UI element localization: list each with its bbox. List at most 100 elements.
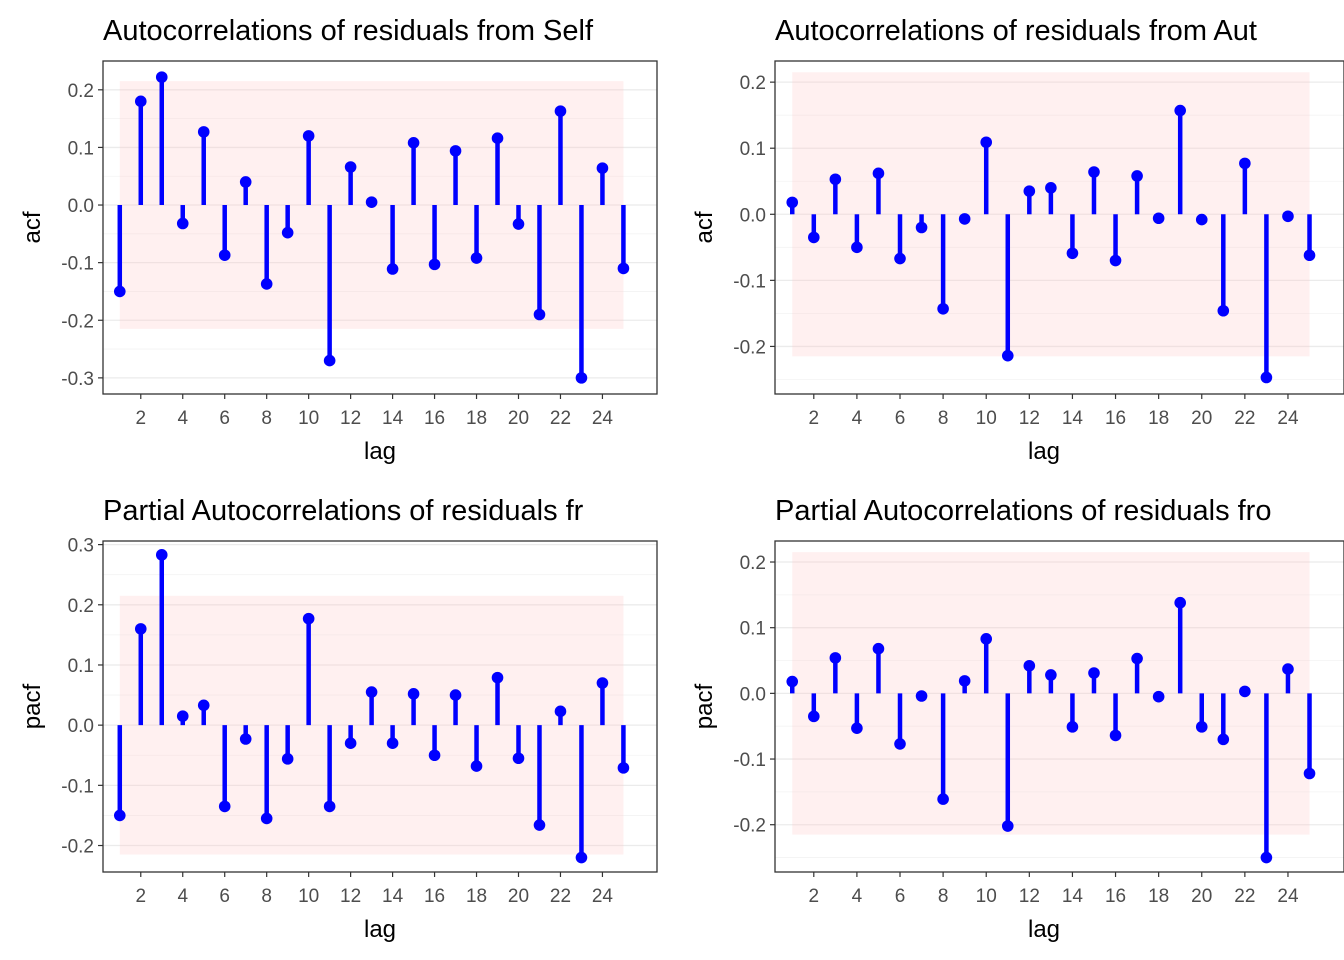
y-tick-label: 0.2 — [740, 73, 766, 94]
point-lag-5 — [197, 699, 210, 712]
x-tick-label: 6 — [219, 886, 230, 907]
point-lag-21 — [1217, 733, 1230, 746]
panel-border — [102, 60, 658, 395]
x-tick-label: 20 — [1191, 886, 1212, 907]
point-lag-22 — [1239, 157, 1251, 170]
point-lag-14 — [1066, 721, 1079, 733]
point-lag-15 — [407, 688, 420, 700]
point-lag-23 — [1260, 851, 1273, 864]
point-lag-25 — [1303, 249, 1316, 262]
x-tick-label: 8 — [261, 886, 272, 907]
x-tick-label: 22 — [550, 886, 571, 907]
y-tick-label: -0.1 — [61, 254, 94, 275]
point-lag-23 — [1260, 371, 1273, 384]
x-tick-label: 24 — [592, 886, 614, 907]
point-lag-2 — [807, 231, 820, 244]
point-lag-3 — [829, 173, 842, 186]
point-lag-4 — [176, 710, 189, 722]
x-tick-label: 10 — [298, 886, 319, 907]
point-lag-10 — [980, 136, 993, 149]
point-lag-17 — [449, 145, 462, 157]
point-lag-17 — [1131, 170, 1143, 182]
point-lag-19 — [1174, 596, 1186, 609]
point-lag-18 — [1152, 212, 1165, 225]
point-lag-11 — [323, 354, 336, 367]
point-lag-4 — [176, 217, 189, 230]
point-lag-1 — [113, 285, 126, 298]
point-lag-3 — [155, 71, 168, 83]
point-lag-11 — [323, 800, 336, 813]
x-tick-label: 14 — [382, 408, 404, 429]
point-lag-8 — [260, 812, 273, 825]
x-tick-label: 16 — [1105, 886, 1126, 907]
point-lag-18 — [470, 760, 483, 772]
x-tick-label: 6 — [895, 886, 906, 907]
point-lag-6 — [894, 738, 906, 750]
x-tick-label: 12 — [340, 408, 361, 429]
point-lag-25 — [617, 762, 630, 774]
point-lag-17 — [449, 689, 462, 701]
point-lag-22 — [554, 105, 567, 117]
y-tick-label: 0.0 — [68, 196, 94, 217]
point-lag-4 — [851, 722, 863, 734]
point-lag-25 — [617, 262, 630, 275]
x-tick-label: 22 — [550, 408, 571, 429]
point-lag-5 — [872, 642, 885, 655]
x-tick-label: 6 — [895, 408, 906, 429]
point-lag-20 — [1195, 213, 1208, 226]
point-lag-3 — [155, 549, 168, 561]
x-tick-label: 10 — [976, 886, 997, 907]
y-tick-label: -0.2 — [61, 837, 94, 858]
panel-title: Partial Autocorrelations of residuals fr… — [775, 495, 1271, 527]
point-lag-7 — [915, 690, 928, 702]
point-lag-22 — [1239, 685, 1251, 698]
point-lag-19 — [491, 671, 504, 684]
point-lag-20 — [512, 752, 525, 765]
point-lag-20 — [1195, 721, 1208, 733]
point-lag-19 — [1174, 104, 1186, 117]
point-lag-25 — [1303, 767, 1316, 780]
point-lag-9 — [281, 226, 294, 239]
x-tick-label: 10 — [976, 408, 997, 429]
point-lag-2 — [807, 710, 820, 723]
point-lag-7 — [915, 221, 928, 234]
y-tick-label: 0.1 — [68, 656, 94, 677]
point-lag-1 — [113, 809, 126, 822]
point-lag-22 — [554, 705, 567, 718]
point-lag-16 — [428, 749, 441, 762]
x-axis-title: lag — [364, 916, 396, 943]
point-lag-13 — [1045, 182, 1057, 194]
y-tick-label: 0.2 — [740, 553, 766, 574]
point-lag-6 — [218, 800, 231, 813]
x-tick-label: 2 — [809, 408, 820, 429]
point-lag-7 — [239, 176, 252, 188]
point-lag-10 — [302, 612, 315, 625]
y-axis-title: acf — [19, 211, 46, 243]
point-lag-14 — [1066, 247, 1079, 260]
x-axis-title: lag — [364, 438, 396, 465]
x-tick-label: 22 — [1234, 408, 1255, 429]
point-lag-15 — [1088, 166, 1100, 178]
point-lag-24 — [596, 162, 609, 174]
point-lag-18 — [470, 252, 483, 264]
point-lag-1 — [786, 675, 799, 688]
point-lag-10 — [980, 633, 993, 645]
x-tick-label: 14 — [1062, 408, 1084, 429]
panel-title: Autocorrelations of residuals from Aut — [775, 15, 1257, 47]
x-tick-label: 2 — [135, 886, 146, 907]
x-tick-label: 14 — [382, 886, 404, 907]
point-lag-13 — [365, 196, 378, 208]
point-lag-9 — [958, 213, 971, 225]
y-tick-label: 0.2 — [68, 596, 94, 617]
x-tick-label: 14 — [1062, 886, 1084, 907]
x-tick-label: 4 — [177, 408, 188, 429]
point-lag-20 — [512, 218, 525, 230]
x-tick-label: 12 — [1019, 408, 1040, 429]
x-tick-label: 4 — [852, 886, 863, 907]
y-axis-title: pacf — [19, 683, 46, 729]
point-lag-6 — [218, 249, 231, 261]
x-tick-label: 2 — [809, 886, 820, 907]
x-axis-title: lag — [1028, 438, 1060, 465]
point-lag-5 — [197, 126, 210, 138]
